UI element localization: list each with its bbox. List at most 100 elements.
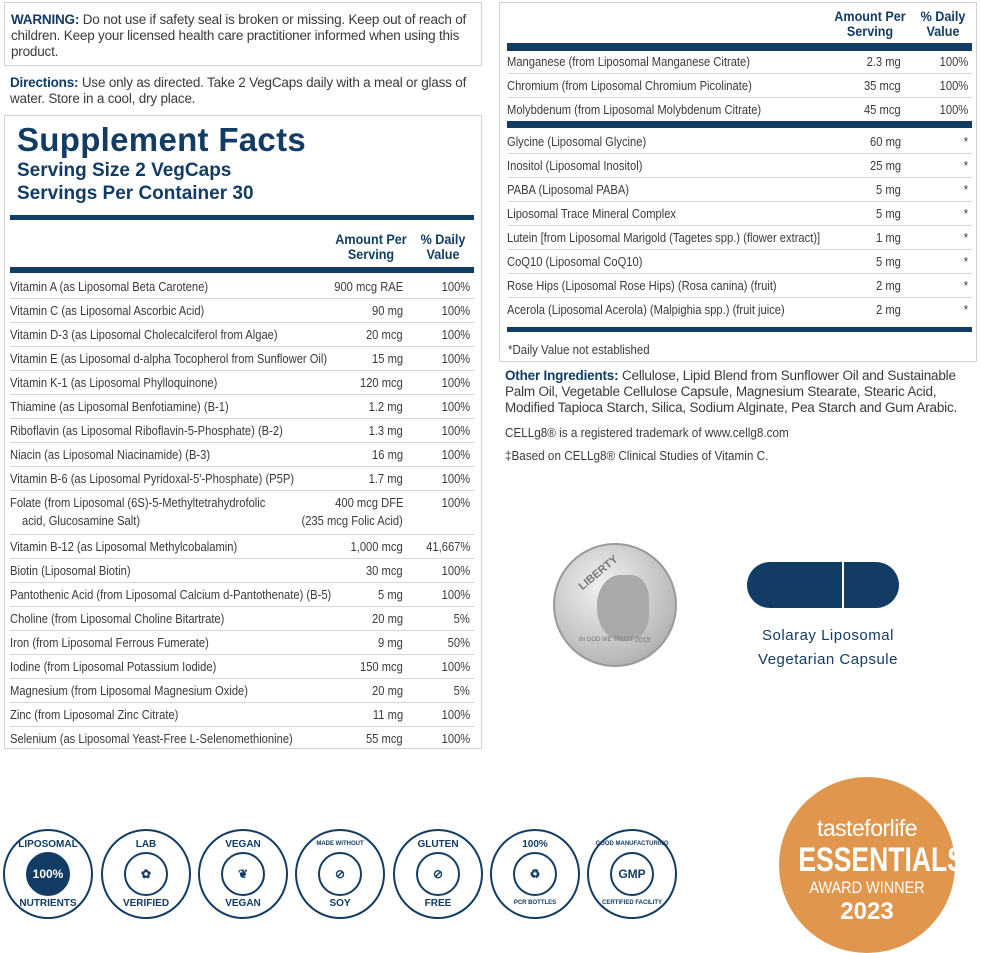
table-row: Folate (from Liposomal (6S)-5-Methyltetr…: [10, 491, 474, 535]
daily-value: 5%: [453, 611, 470, 626]
daily-value: 100%: [939, 54, 968, 69]
nutrient-name: Iron (from Liposomal Ferrous Fumerate): [10, 635, 209, 650]
nutrient-amount: 2 mg: [876, 278, 901, 293]
certification-badge: VEGAN ❦ VEGAN: [198, 829, 288, 919]
nutrient-name: Vitamin E (as Liposomal d-alpha Tocopher…: [10, 351, 328, 366]
servings-per-container: Servings Per Container 30: [17, 183, 254, 204]
daily-value: 100%: [441, 731, 470, 746]
nutrient-name: Acerola (Liposomal Acerola) (Malpighia s…: [507, 302, 785, 317]
nutrient-name: Lutein [from Liposomal Marigold (Tagetes…: [507, 230, 821, 245]
nutrient-amount: 120 mcg: [360, 375, 403, 390]
daily-value: 100%: [441, 279, 470, 294]
nutrient-amount: 400 mcg DFE: [334, 495, 403, 510]
daily-value: 100%: [441, 327, 470, 342]
thick-divider: [507, 327, 972, 332]
table-row: Pantothenic Acid (from Liposomal Calcium…: [10, 583, 474, 607]
table-row: Selenium (as Liposomal Yeast-Free L-Sele…: [10, 727, 474, 751]
badge-icon: 100%: [26, 852, 70, 896]
table-row: Vitamin D-3 (as Liposomal Cholecalcifero…: [10, 323, 474, 347]
daily-value: 100%: [441, 423, 470, 438]
warning-box: WARNING: Do not use if safety seal is br…: [4, 2, 482, 66]
nutrient-amount: 20 mg: [371, 611, 403, 626]
thick-divider: [507, 121, 972, 128]
daily-value: *: [963, 302, 968, 317]
clinical-note: ‡Based on CELLg8® Clinical Studies of Vi…: [505, 448, 769, 463]
certification-badge: LIPOSOMAL 100% NUTRIENTS: [3, 829, 93, 919]
thick-divider: [507, 43, 972, 51]
nutrient-name: Molybdenum (from Liposomal Molybdenum Ci…: [507, 102, 762, 117]
daily-value: 100%: [441, 447, 470, 462]
nutrient-name: Chromium (from Liposomal Chromium Picoli…: [507, 78, 752, 93]
nutrient-amount: 5 mg: [876, 182, 901, 197]
daily-value: *: [963, 134, 968, 149]
nutrient-amount: 35 mcg: [864, 78, 901, 93]
nutrient-name: Thiamine (as Liposomal Benfotiamine) (B-…: [10, 399, 229, 414]
daily-value: 100%: [441, 659, 470, 674]
serving-size: Serving Size 2 VegCaps: [17, 160, 232, 181]
thick-divider: [10, 267, 474, 273]
certification-badge: GOOD MANUFACTURING GMP CERTIFIED FACILITY: [587, 829, 677, 919]
daily-value: 100%: [441, 303, 470, 318]
nutrient-name: Biotin (Liposomal Biotin): [10, 563, 131, 578]
facts-title: Supplement Facts: [17, 121, 307, 158]
nutrient-amount: 1.7 mg: [368, 471, 403, 486]
daily-value: 100%: [939, 102, 968, 117]
col-dv-header: % Daily Value: [920, 8, 966, 39]
nutrient-amount: 55 mcg: [366, 731, 403, 746]
nutrient-name: Inositol (Liposomal Inositol): [507, 158, 643, 173]
nutrient-amount: 1.3 mg: [368, 423, 403, 438]
daily-value: 100%: [441, 399, 470, 414]
daily-value: *: [963, 230, 968, 245]
table-row: Manganese (from Liposomal Manganese Citr…: [507, 50, 972, 74]
directions-text: Directions: Use only as directed. Take 2…: [10, 75, 467, 106]
nutrient-amount: 16 mg: [371, 447, 403, 462]
daily-value: *: [963, 206, 968, 221]
nutrient-name: Folate (from Liposomal (6S)-5-Methyltetr…: [10, 495, 266, 510]
nutrient-name: Selenium (as Liposomal Yeast-Free L-Sele…: [10, 731, 293, 746]
nutrient-amount: 45 mcg: [864, 102, 901, 117]
daily-value: 100%: [939, 78, 968, 93]
table-row: Glycine (Liposomal Glycine) 60 mg *: [507, 130, 972, 154]
table-row: Vitamin K-1 (as Liposomal Phylloquinone)…: [10, 371, 474, 395]
nutrient-name: PABA (Liposomal PABA): [507, 182, 629, 197]
table-row: Thiamine (as Liposomal Benfotiamine) (B-…: [10, 395, 474, 419]
nutrient-name: Pantothenic Acid (from Liposomal Calcium…: [10, 587, 332, 602]
nutrient-name: CoQ10 (Liposomal CoQ10): [507, 254, 643, 269]
daily-value: 50%: [447, 635, 470, 650]
award-badge: tasteforlife ESSENTIALS AWARD WINNER 202…: [779, 777, 965, 953]
nutrient-name: Choline (from Liposomal Choline Bitartra…: [10, 611, 225, 626]
nutrient-amount: 2.3 mg: [866, 54, 901, 69]
nutrient-amount: 9 mg: [378, 635, 403, 650]
table-row: Rose Hips (Liposomal Rose Hips) (Rosa ca…: [507, 274, 972, 298]
daily-value: *: [963, 158, 968, 173]
daily-value: 100%: [441, 471, 470, 486]
nutrient-amount: 1 mg: [876, 230, 901, 245]
nutrient-amount: 20 mg: [371, 683, 403, 698]
capsule-image: [747, 562, 899, 608]
certification-badge: 100% ♻ PCR BOTTLES: [490, 829, 580, 919]
nutrient-amount: 2 mg: [876, 302, 901, 317]
table-row: Inositol (Liposomal Inositol) 25 mg *: [507, 154, 972, 178]
nutrient-name: Vitamin D-3 (as Liposomal Cholecalcifero…: [10, 327, 278, 342]
daily-value: 100%: [441, 587, 470, 602]
nutrient-amount: 20 mcg: [366, 327, 403, 342]
nutrient-name: Vitamin B-12 (as Liposomal Methylcobalam…: [10, 539, 238, 554]
nutrient-amount: 11 mg: [372, 707, 403, 722]
nutrient-amount: 90 mg: [371, 303, 403, 318]
table-row: PABA (Liposomal PABA) 5 mg *: [507, 178, 972, 202]
daily-value: 100%: [441, 375, 470, 390]
table-row: Niacin (as Liposomal Niacinamide) (B-3) 1…: [10, 443, 474, 467]
table-row: CoQ10 (Liposomal CoQ10) 5 mg *: [507, 250, 972, 274]
nutrient-name: Niacin (as Liposomal Niacinamide) (B-3): [10, 447, 211, 462]
daily-value: 5%: [453, 683, 470, 698]
nutrient-amount: 5 mg: [876, 206, 901, 221]
supplement-facts-panel: Supplement Facts Serving Size 2 VegCaps …: [4, 115, 482, 749]
certification-badge: MADE WITHOUT ⊘ SOY: [295, 829, 385, 919]
nutrient-name: Liposomal Trace Mineral Complex: [507, 206, 677, 221]
nutrient-name: Vitamin B-6 (as Liposomal Pyridoxal-5'-P…: [10, 471, 295, 486]
footnote: *Daily Value not established: [508, 342, 650, 357]
thick-divider: [10, 215, 474, 220]
badge-icon: ⊘: [416, 852, 460, 896]
nutrient-name: Glycine (Liposomal Glycine): [507, 134, 647, 149]
daily-value: *: [963, 254, 968, 269]
